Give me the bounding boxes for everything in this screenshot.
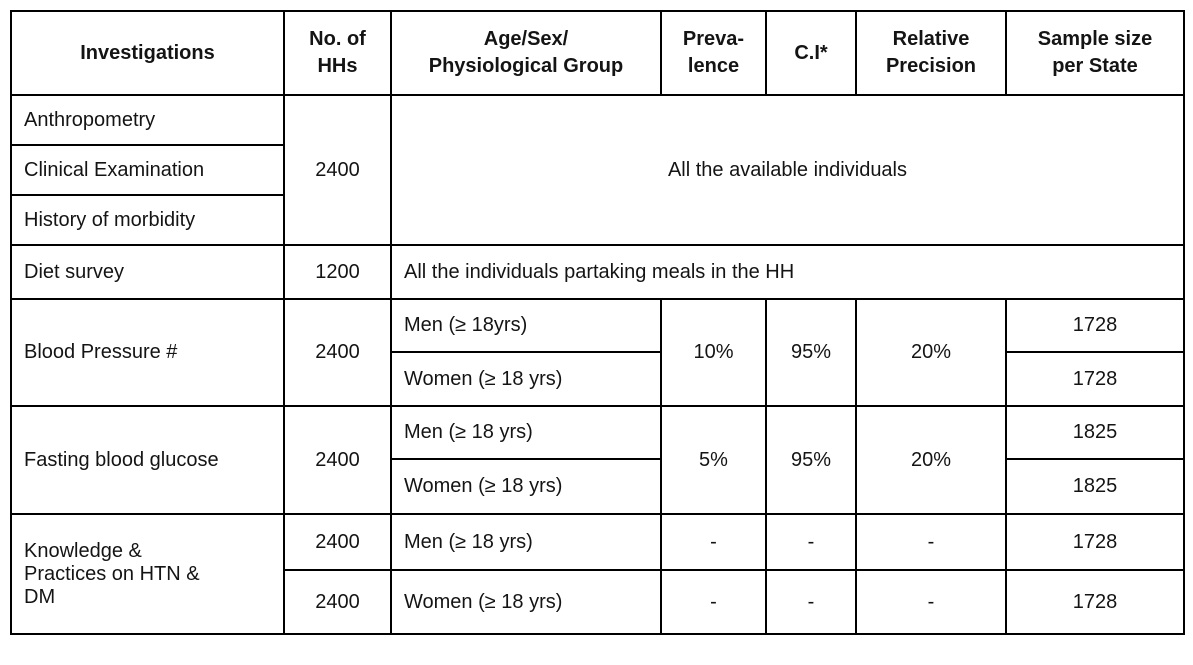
table-row: Women (≥ 18 yrs) 1825 xyxy=(11,458,1185,515)
cell-kp-women-ci: - xyxy=(765,569,857,635)
cell-kp-men-group: Men (≥ 18 yrs) xyxy=(390,513,662,571)
cell-bp-women-group: Women (≥ 18 yrs) xyxy=(390,351,662,407)
header-sample-size: Sample size per State xyxy=(1005,10,1185,96)
survey-sampling-table: Investigations No. of HHs Age/Sex/ Physi… xyxy=(10,10,1185,635)
table-row: Knowledge & Practices on HTN & DM 2400 M… xyxy=(10,513,1185,635)
cell-kp-men-sample: 1728 xyxy=(1005,513,1185,571)
cell-kp-women-sample: 1728 xyxy=(1005,569,1185,635)
table-row: Clinical Examination xyxy=(10,144,1184,196)
table-row: Diet survey 1200 All the individuals par… xyxy=(10,244,1185,300)
cell-bp-women-sample: 1728 xyxy=(1005,351,1185,407)
cell-history-of-morbidity: History of morbidity xyxy=(10,194,285,246)
cell-fbg-relative-precision: 20% xyxy=(855,405,1007,515)
table-row: Blood Pressure # 2400 Men (≥ 18yrs) 10% … xyxy=(10,298,1185,407)
header-prevalence: Preva- lence xyxy=(660,10,767,96)
cell-fbg-women-sample: 1825 xyxy=(1005,458,1185,515)
cell-kp-men-relative-precision: - xyxy=(855,513,1007,571)
table-row: History of morbidity xyxy=(10,194,1184,246)
cell-bp-ci: 95% xyxy=(765,298,857,407)
cell-kp-women-group: Women (≥ 18 yrs) xyxy=(390,569,662,635)
cell-fbg-hhs: 2400 xyxy=(283,405,392,515)
cell-hhs-2400-merged: 2400 xyxy=(283,94,392,246)
cell-all-available-individuals: All the available individuals xyxy=(390,94,1185,246)
cell-knowledge-practices: Knowledge & Practices on HTN & DM xyxy=(10,513,285,635)
cell-blood-pressure: Blood Pressure # xyxy=(10,298,285,407)
cell-fasting-blood-glucose: Fasting blood glucose xyxy=(10,405,285,515)
cell-bp-relative-precision: 20% xyxy=(855,298,1007,407)
table-row: Anthropometry 2400 All the available ind… xyxy=(10,94,1185,246)
cell-bp-men-sample: 1728 xyxy=(1005,298,1185,353)
cell-kp-men-prevalence: - xyxy=(660,513,767,571)
cell-bp-hhs: 2400 xyxy=(283,298,392,407)
table-row: Women (≥ 18 yrs) 1728 xyxy=(11,351,1185,407)
table-row: 2400 Women (≥ 18 yrs) - - - 1728 xyxy=(11,569,1185,635)
header-relative-precision: Relative Precision xyxy=(855,10,1007,96)
cell-diet-survey: Diet survey xyxy=(10,244,285,300)
cell-diet-group: All the individuals partaking meals in t… xyxy=(390,244,1185,300)
header-row: Investigations No. of HHs Age/Sex/ Physi… xyxy=(10,10,1185,96)
table-row: Fasting blood glucose 2400 Men (≥ 18 yrs… xyxy=(10,405,1185,515)
cell-bp-men-group: Men (≥ 18yrs) xyxy=(390,298,662,353)
header-no-of-hhs: No. of HHs xyxy=(283,10,392,96)
cell-fbg-men-group: Men (≥ 18 yrs) xyxy=(390,405,662,460)
cell-fbg-women-group: Women (≥ 18 yrs) xyxy=(390,458,662,515)
header-investigations: Investigations xyxy=(10,10,285,96)
cell-bp-prevalence: 10% xyxy=(660,298,767,407)
header-age-sex-group: Age/Sex/ Physiological Group xyxy=(390,10,662,96)
cell-kp-women-prevalence: - xyxy=(660,569,767,635)
cell-diet-hhs: 1200 xyxy=(283,244,392,300)
header-ci: C.I* xyxy=(765,10,857,96)
cell-fbg-prevalence: 5% xyxy=(660,405,767,515)
cell-kp-women-relative-precision: - xyxy=(855,569,1007,635)
cell-kp-men-hhs: 2400 xyxy=(283,513,392,571)
cell-anthropometry: Anthropometry xyxy=(10,94,285,146)
cell-kp-men-ci: - xyxy=(765,513,857,571)
cell-clinical-examination: Clinical Examination xyxy=(10,144,285,196)
cell-fbg-ci: 95% xyxy=(765,405,857,515)
cell-fbg-men-sample: 1825 xyxy=(1005,405,1185,460)
cell-kp-women-hhs: 2400 xyxy=(283,569,392,635)
